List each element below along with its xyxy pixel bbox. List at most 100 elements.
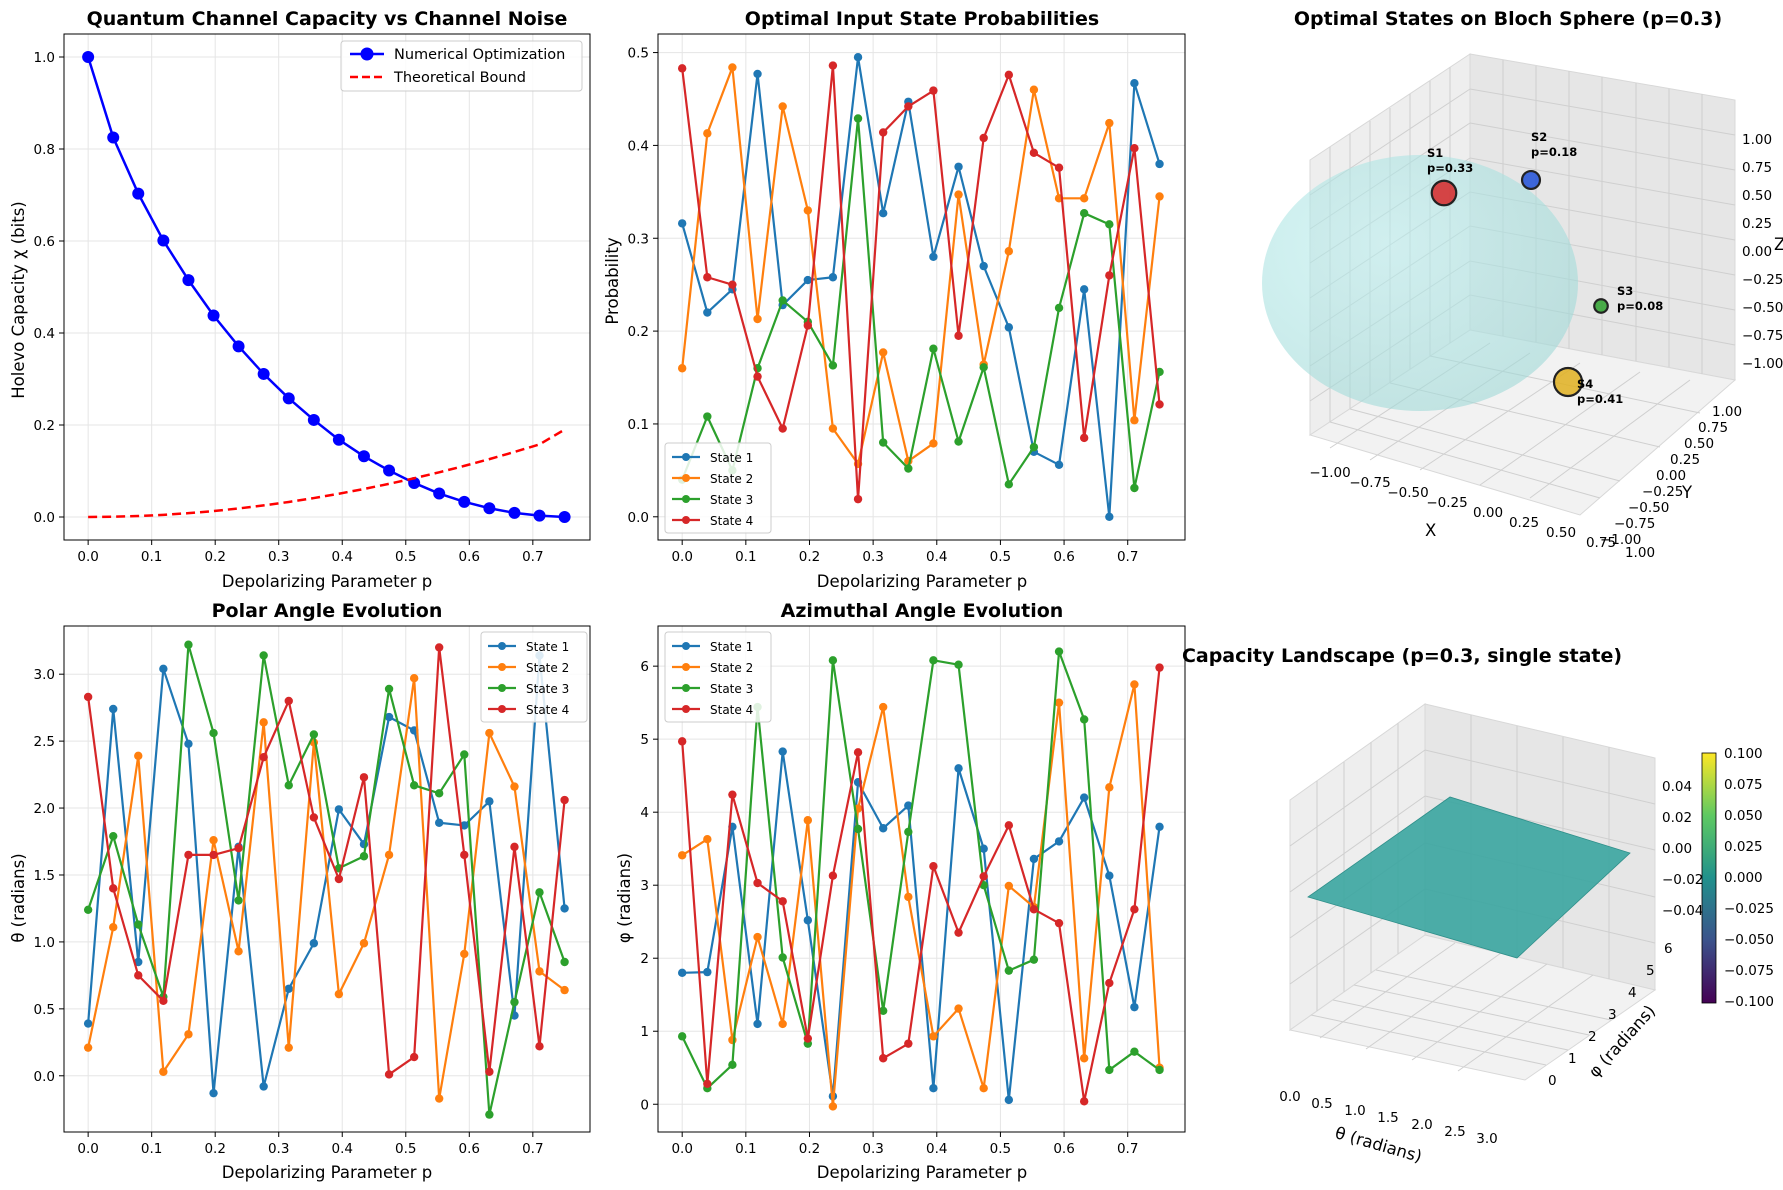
probabilities-series-0-point-8: [878, 208, 888, 218]
azimuthal-series-1-point-1: [703, 835, 712, 844]
probabilities-plot: 0.0 0.1 0.2 0.3 0.4 0.5 0.6 0.7 0.0 0.1 0.2 0.3 0.4 0…: [628, 33, 1186, 565]
capacity-series-0-point-17: [508, 506, 521, 519]
polar-series-1-point-12: [384, 850, 394, 860]
land-xt-1: 0.5: [1311, 1096, 1332, 1112]
bloch-state-3-prob: p=0.08: [1617, 299, 1663, 313]
probabilities-series-3-line: [681, 64, 1161, 501]
probabilities-xtick-label-0: 0.0: [671, 549, 692, 565]
azimuthal-ytick-label-5: 5: [640, 732, 649, 748]
polar-legend-state3: State 3: [526, 682, 569, 696]
polar-series-0-point-3: [159, 664, 168, 674]
polar-xlabel: Depolarizing Parameter p: [222, 1163, 432, 1182]
probabilities-series-0-point-17: [1105, 512, 1114, 521]
polar-series-1-point-3: [159, 1067, 168, 1076]
cbar-t-5: −0.025: [1724, 901, 1774, 917]
polar-series-0-point-14: [434, 818, 444, 827]
cbar-t-6: −0.050: [1724, 932, 1774, 948]
bloch-yt-1: −0.75: [1614, 516, 1655, 532]
land-yt-0: 0: [1548, 1073, 1557, 1089]
polar-xtick-label-0: 0.0: [77, 1141, 98, 1157]
probabilities-series-1-point-11: [954, 190, 963, 199]
polar-series-0-point-1: [109, 704, 118, 714]
azimuthal-series-3-point-2: [728, 790, 737, 799]
land-zt-2: 0.00: [1662, 841, 1692, 857]
capacity-plot: 0.0 0.1 0.2 0.3 0.4 0.5 0.6 0.7 0.0 0.2 0.4 0.6 0.8 1…: [34, 33, 591, 565]
capacity-xtick-label-5: 0.5: [395, 549, 416, 565]
probabilities-series-3-point-14: [1029, 148, 1039, 158]
polar-xtick-label-1: 0.1: [141, 1141, 162, 1157]
probabilities-series-3-point-4: [778, 424, 787, 433]
probabilities-series-3-point-18: [1130, 143, 1139, 153]
capacity-xtick-label-6: 0.6: [459, 549, 480, 565]
probabilities-series-0-point-12: [979, 261, 988, 271]
polar-series-3-point-14: [434, 643, 444, 652]
capacity-series-0-point-2: [132, 187, 145, 200]
probabilities-panel: Optimal Input State Probabilities Depola…: [603, 8, 1186, 591]
probabilities-series-3-point-8: [878, 128, 888, 137]
azimuthal-series-3-point-12: [979, 872, 988, 881]
bloch-xlabel: X: [1425, 521, 1436, 540]
probabilities-series-2-point-6: [828, 361, 838, 370]
probabilities-series-2-point-15: [1054, 303, 1064, 313]
polar-legend-state1: State 1: [526, 640, 569, 654]
azimuthal-series-1-point-11: [954, 1004, 963, 1013]
probabilities-ytick-label-0: 0.0: [628, 510, 649, 526]
polar-series-3-point-0: [83, 692, 93, 702]
azimuthal-series-1-point-4: [778, 1019, 787, 1029]
azimuthal-series-3-point-6: [828, 871, 838, 880]
bloch-xt-3: −0.25: [1426, 495, 1467, 511]
azimuthal-ytick-label-4: 4: [640, 805, 649, 821]
polar-series-1-point-15: [460, 949, 469, 959]
polar-xtick-label-7: 0.7: [522, 1141, 543, 1157]
azimuthal-xtick-label-2: 0.2: [799, 1141, 820, 1157]
polar-frame: [63, 625, 591, 1133]
probabilities-series-3-point-1: [703, 273, 712, 282]
bloch-state-3-label: S3: [1617, 284, 1633, 298]
polar-series-3-point-17: [510, 842, 519, 852]
cbar-t-0: 0.100: [1724, 746, 1763, 762]
capacity-frame: [63, 33, 591, 541]
probabilities-series-0-point-19: [1155, 159, 1164, 169]
azimuthal-series-2-point-7: [853, 824, 863, 834]
azimuthal-xlabel: Depolarizing Parameter p: [817, 1163, 1027, 1182]
probabilities-series-3-point-0: [677, 64, 687, 73]
polar-series-3-point-1: [109, 884, 118, 893]
polar-series-0-point-8: [284, 984, 293, 993]
probabilities-series-3-point-9: [904, 102, 913, 111]
azimuthal-ytick-label-3: 3: [640, 878, 649, 894]
probabilities-xtick-label-5: 0.5: [990, 549, 1011, 565]
capacity-series-0-point-11: [357, 450, 370, 463]
bloch-state-2: [1520, 169, 1542, 191]
polar-series-2-point-6: [234, 896, 243, 905]
probabilities-series-1-point-2: [728, 63, 737, 72]
bloch-yt-0: −1.00: [1600, 532, 1641, 548]
azimuthal-series-0-point-18: [1130, 1002, 1139, 1012]
polar-xtick-label-4: 0.4: [332, 1141, 353, 1157]
polar-series-1-point-11: [359, 939, 369, 948]
probabilities-series-0-point-0: [677, 219, 687, 228]
capacity-series-0-point-7: [257, 367, 270, 380]
polar-series-1-point-19: [560, 985, 569, 995]
azimuthal-frame: [657, 625, 1186, 1133]
legend-numerical: Numerical Optimization: [394, 47, 565, 63]
capacity-series-0-point-19: [558, 511, 571, 523]
probabilities-series-1-point-8: [878, 348, 888, 357]
capacity-series-0-point-0: [82, 51, 95, 63]
capacity-xtick-label-2: 0.2: [204, 549, 225, 565]
landscape-panel: Capacity Landscape (p=0.3, single state): [1182, 645, 1774, 1166]
capacity-panel: Quantum Channel Capacity vs Channel Nois…: [9, 8, 591, 591]
polar-series-2-point-15: [460, 750, 469, 759]
capacity-series-0-point-18: [533, 509, 546, 522]
azim-legend-state3: State 3: [710, 682, 753, 696]
polar-legend-state4: State 4: [526, 703, 569, 717]
probabilities-xtick-label-3: 0.3: [862, 549, 883, 565]
polar-series-2-point-17: [510, 997, 519, 1007]
probabilities-series-2-point-16: [1079, 208, 1089, 218]
cbar-t-3: 0.025: [1724, 839, 1763, 855]
azimuthal-series-3-point-7: [853, 748, 863, 757]
polar-series-2-point-8: [284, 781, 293, 790]
probabilities-series-3-point-6: [828, 61, 838, 70]
polar-series-3-point-4: [184, 850, 193, 860]
azimuthal-title: Azimuthal Angle Evolution: [781, 600, 1064, 622]
polar-legend: State 1 State 2 State 3 State 4: [480, 631, 588, 723]
